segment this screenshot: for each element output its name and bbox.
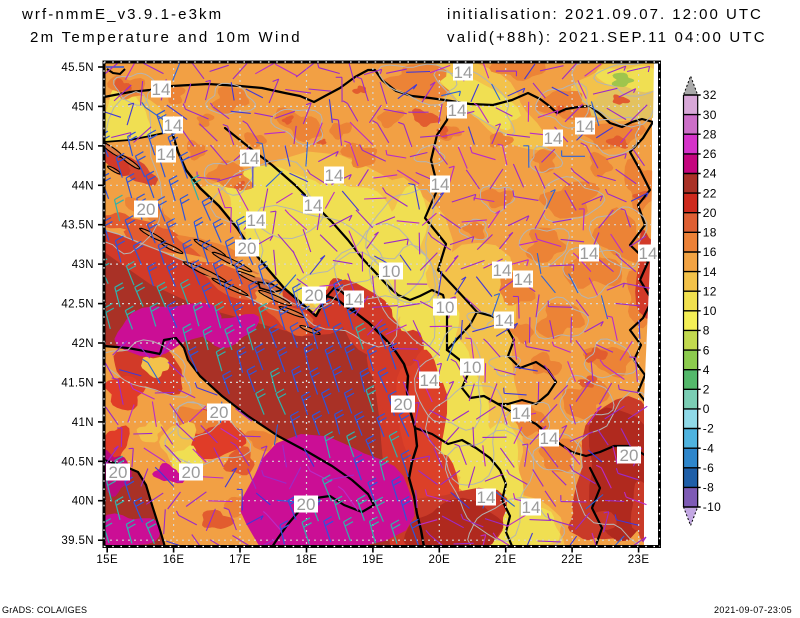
svg-text:22E: 22E (561, 554, 583, 566)
svg-text:43N: 43N (72, 259, 94, 271)
svg-text:14: 14 (152, 80, 171, 99)
svg-text:-6: -6 (703, 461, 714, 475)
svg-text:16: 16 (703, 245, 717, 259)
svg-text:45.5N: 45.5N (61, 62, 94, 74)
svg-text:43.5N: 43.5N (61, 220, 94, 232)
svg-text:GrADS: COLA/IGES: GrADS: COLA/IGES (2, 605, 87, 615)
svg-text:17E: 17E (229, 554, 251, 566)
svg-text:14: 14 (304, 196, 323, 215)
svg-text:20: 20 (109, 463, 128, 482)
svg-text:39.5N: 39.5N (61, 535, 94, 547)
svg-text:45N: 45N (72, 101, 94, 113)
svg-text:42.5N: 42.5N (61, 299, 94, 311)
svg-text:30: 30 (703, 108, 717, 122)
svg-text:14: 14 (703, 265, 717, 279)
svg-text:10: 10 (436, 298, 455, 317)
svg-text:10: 10 (463, 358, 482, 377)
svg-text:-8: -8 (703, 481, 714, 495)
svg-text:14: 14 (431, 175, 450, 194)
svg-text:28: 28 (703, 127, 717, 141)
svg-text:44N: 44N (72, 180, 94, 192)
svg-text:14: 14 (544, 129, 563, 148)
svg-text:10: 10 (703, 304, 717, 318)
svg-text:14: 14 (576, 117, 595, 136)
svg-text:2m Temperature and 10m Wind: 2m Temperature and 10m Wind (30, 29, 302, 46)
svg-text:20E: 20E (428, 554, 450, 566)
svg-text:42N: 42N (72, 338, 94, 350)
svg-text:2021-09-07-23:05: 2021-09-07-23:05 (714, 605, 792, 615)
svg-text:20: 20 (210, 403, 229, 422)
svg-text:14: 14 (493, 261, 512, 280)
svg-text:16E: 16E (163, 554, 185, 566)
svg-text:14: 14 (164, 116, 183, 135)
svg-text:14: 14 (247, 211, 266, 230)
svg-text:0: 0 (703, 402, 710, 416)
svg-text:-10: -10 (703, 500, 722, 514)
svg-text:-2: -2 (703, 422, 714, 436)
svg-text:14: 14 (325, 166, 344, 185)
svg-text:14: 14 (522, 498, 541, 517)
svg-text:14: 14 (540, 429, 559, 448)
svg-text:20: 20 (703, 206, 717, 220)
svg-text:22: 22 (703, 186, 717, 200)
svg-text:15E: 15E (96, 554, 118, 566)
svg-text:14: 14 (241, 149, 260, 168)
svg-text:14: 14 (639, 244, 658, 263)
svg-text:8: 8 (703, 324, 710, 338)
svg-text:32: 32 (703, 88, 717, 102)
svg-text:20: 20 (620, 446, 639, 465)
svg-text:44.5N: 44.5N (61, 141, 94, 153)
svg-text:20: 20 (137, 200, 156, 219)
svg-text:wrf-nmmE_v3.9.1-e3km: wrf-nmmE_v3.9.1-e3km (21, 6, 223, 23)
svg-text:23E: 23E (628, 554, 650, 566)
svg-text:10: 10 (382, 262, 401, 281)
svg-text:12: 12 (703, 284, 717, 298)
svg-text:40.5N: 40.5N (61, 456, 94, 468)
svg-text:18: 18 (703, 226, 717, 240)
svg-text:20: 20 (297, 495, 316, 514)
svg-text:18E: 18E (296, 554, 318, 566)
svg-text:20: 20 (182, 463, 201, 482)
svg-text:41.5N: 41.5N (61, 377, 94, 389)
svg-text:2: 2 (703, 383, 710, 397)
svg-text:20: 20 (394, 395, 413, 414)
svg-text:20: 20 (305, 286, 324, 305)
svg-text:20: 20 (238, 239, 257, 258)
svg-text:initialisation: 2021.09.07. 12: initialisation: 2021.09.07. 12:00 UTC (447, 6, 763, 23)
svg-text:valid(+88h): 2021.SEP.11 04:00: valid(+88h): 2021.SEP.11 04:00 UTC (447, 29, 767, 46)
svg-text:14: 14 (157, 145, 176, 164)
svg-text:14: 14 (495, 311, 514, 330)
svg-text:14: 14 (514, 270, 533, 289)
svg-text:41N: 41N (72, 417, 94, 429)
svg-text:14: 14 (477, 488, 496, 507)
svg-text:14: 14 (580, 244, 599, 263)
svg-text:19E: 19E (362, 554, 384, 566)
svg-text:-4: -4 (703, 441, 714, 455)
svg-text:14: 14 (345, 290, 364, 309)
svg-text:14: 14 (448, 101, 467, 120)
svg-text:4: 4 (703, 363, 710, 377)
svg-text:6: 6 (703, 343, 710, 357)
svg-text:14: 14 (420, 371, 439, 390)
svg-text:14: 14 (454, 63, 473, 82)
svg-text:21E: 21E (495, 554, 517, 566)
svg-text:40N: 40N (72, 496, 94, 508)
svg-text:14: 14 (512, 404, 531, 423)
svg-text:26: 26 (703, 147, 717, 161)
svg-text:24: 24 (703, 167, 717, 181)
